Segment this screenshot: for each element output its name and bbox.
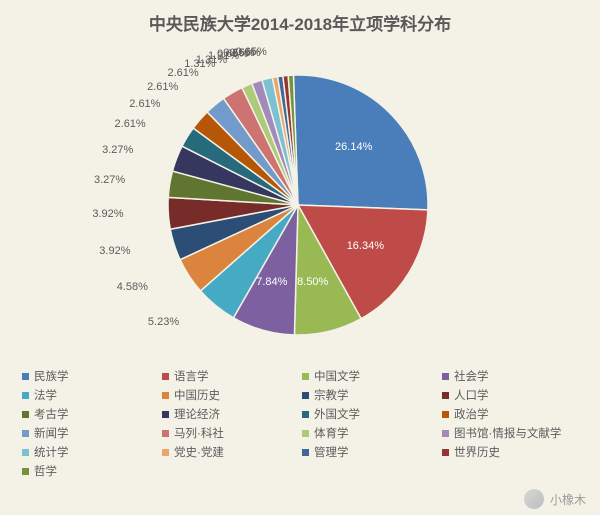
legend-label: 新闻学 bbox=[34, 425, 69, 441]
legend-label: 理论经济 bbox=[174, 406, 220, 422]
slice-label: 2.61% bbox=[147, 81, 178, 93]
legend-label: 哲学 bbox=[34, 463, 57, 479]
legend-swatch bbox=[162, 411, 169, 418]
legend-swatch bbox=[302, 373, 309, 380]
watermark: 小橡木 bbox=[524, 489, 586, 509]
legend-swatch bbox=[22, 449, 29, 456]
legend-label: 世界历史 bbox=[454, 444, 500, 460]
legend-item: 马列·科社 bbox=[162, 425, 298, 441]
legend-label: 中国历史 bbox=[174, 387, 220, 403]
legend-label: 外国文学 bbox=[314, 406, 360, 422]
slice-label: 3.27% bbox=[94, 174, 125, 186]
legend-swatch bbox=[302, 392, 309, 399]
legend-label: 体育学 bbox=[314, 425, 349, 441]
pie-chart bbox=[0, 0, 600, 400]
legend-swatch bbox=[442, 449, 449, 456]
watermark-text: 小橡木 bbox=[550, 491, 586, 508]
legend-item: 政治学 bbox=[442, 406, 578, 422]
slice-label: 2.61% bbox=[129, 98, 160, 110]
legend-label: 人口学 bbox=[454, 387, 489, 403]
legend-swatch bbox=[442, 411, 449, 418]
legend-label: 党史·党建 bbox=[174, 444, 224, 460]
legend-item: 体育学 bbox=[302, 425, 438, 441]
legend-label: 民族学 bbox=[34, 368, 69, 384]
legend-swatch bbox=[302, 430, 309, 437]
legend-swatch bbox=[162, 373, 169, 380]
legend-item: 语言学 bbox=[162, 368, 298, 384]
legend-swatch bbox=[22, 430, 29, 437]
legend-swatch bbox=[162, 392, 169, 399]
slice-label: 0.65% bbox=[236, 46, 267, 58]
legend-item: 社会学 bbox=[442, 368, 578, 384]
legend-item: 法学 bbox=[22, 387, 158, 403]
legend-item: 民族学 bbox=[22, 368, 158, 384]
slice-label: 3.92% bbox=[99, 245, 130, 257]
legend-item: 中国历史 bbox=[162, 387, 298, 403]
legend-label: 宗教学 bbox=[314, 387, 349, 403]
slice-label: 3.27% bbox=[102, 144, 133, 156]
slice-label: 3.92% bbox=[92, 208, 123, 220]
legend-label: 统计学 bbox=[34, 444, 69, 460]
legend: 民族学 语言学 中国文学 社会学法学 中国历史 宗教学 人口学考古学 理论经济 外国文学 政治学新… bbox=[22, 368, 578, 479]
legend-swatch bbox=[162, 449, 169, 456]
legend-swatch bbox=[302, 449, 309, 456]
legend-swatch bbox=[442, 392, 449, 399]
legend-item: 人口学 bbox=[442, 387, 578, 403]
legend-label: 考古学 bbox=[34, 406, 69, 422]
legend-label: 政治学 bbox=[454, 406, 489, 422]
legend-item: 中国文学 bbox=[302, 368, 438, 384]
legend-label: 法学 bbox=[34, 387, 57, 403]
legend-label: 社会学 bbox=[454, 368, 489, 384]
legend-swatch bbox=[442, 373, 449, 380]
slice-label: 4.58% bbox=[117, 281, 148, 293]
legend-label: 管理学 bbox=[314, 444, 349, 460]
legend-item: 世界历史 bbox=[442, 444, 578, 460]
slice-label: 8.50% bbox=[297, 276, 328, 288]
legend-item: 宗教学 bbox=[302, 387, 438, 403]
legend-item: 统计学 bbox=[22, 444, 158, 460]
legend-item: 哲学 bbox=[22, 463, 158, 479]
legend-swatch bbox=[442, 430, 449, 437]
slice-label: 5.23% bbox=[148, 316, 179, 328]
legend-label: 图书馆·情报与文献学 bbox=[454, 425, 561, 441]
legend-swatch bbox=[302, 411, 309, 418]
legend-swatch bbox=[22, 468, 29, 475]
legend-label: 马列·科社 bbox=[174, 425, 224, 441]
wechat-avatar-icon bbox=[524, 489, 544, 509]
legend-item: 新闻学 bbox=[22, 425, 158, 441]
legend-item: 图书馆·情报与文献学 bbox=[442, 425, 578, 441]
slice-label: 2.61% bbox=[115, 118, 146, 130]
legend-swatch bbox=[162, 430, 169, 437]
legend-item: 考古学 bbox=[22, 406, 158, 422]
slice-label: 16.34% bbox=[347, 240, 384, 252]
legend-label: 中国文学 bbox=[314, 368, 360, 384]
legend-item: 管理学 bbox=[302, 444, 438, 460]
legend-item: 党史·党建 bbox=[162, 444, 298, 460]
slice-label: 7.84% bbox=[256, 276, 287, 288]
legend-swatch bbox=[22, 392, 29, 399]
legend-swatch bbox=[22, 373, 29, 380]
legend-swatch bbox=[22, 411, 29, 418]
legend-item: 理论经济 bbox=[162, 406, 298, 422]
legend-label: 语言学 bbox=[174, 368, 209, 384]
legend-item: 外国文学 bbox=[302, 406, 438, 422]
slice-label: 26.14% bbox=[335, 141, 372, 153]
